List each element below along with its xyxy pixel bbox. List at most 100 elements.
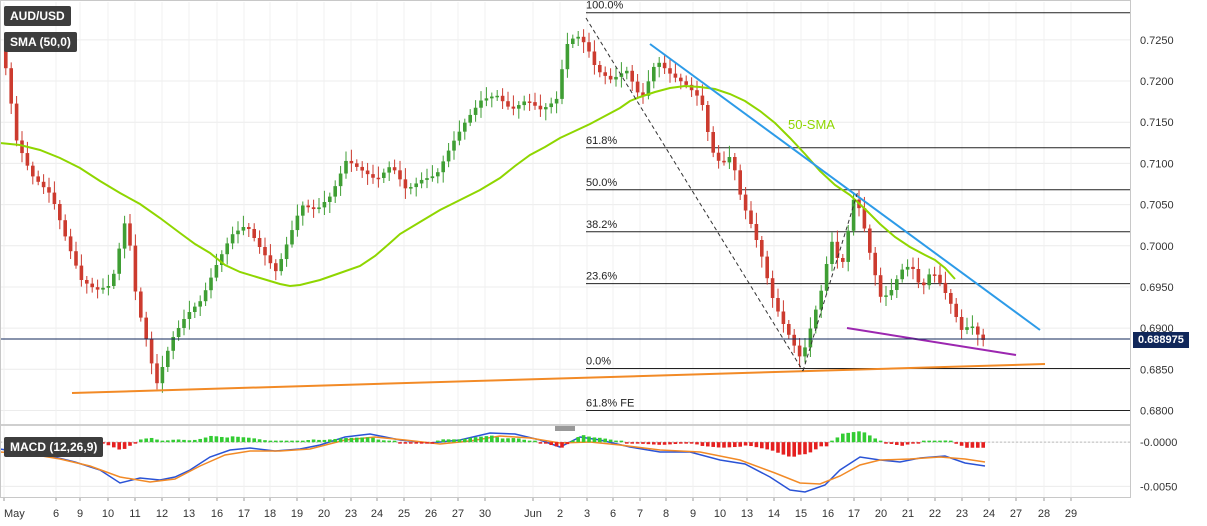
macd-histogram-bar (355, 437, 359, 443)
macd-histogram-bar (533, 440, 537, 443)
macd-histogram-bar (360, 437, 364, 443)
fib-level-label: 38.2% (586, 219, 617, 231)
macd-histogram-bar (878, 440, 883, 443)
x-tick-label: 24 (983, 508, 995, 520)
x-tick-label: 23 (956, 508, 968, 520)
candle (430, 165, 435, 182)
candle (279, 253, 283, 276)
macd-histogram-bar (500, 438, 505, 443)
fibonacci-levels: 100.0% 61.8% 50.0% 38.2% 23.6% 0.0% 61.8% FE (586, 0, 1130, 411)
macd-histogram-bar (684, 442, 688, 444)
candle (614, 67, 618, 87)
candle (587, 32, 591, 58)
macd-histogram-bar (976, 442, 980, 448)
candle (673, 62, 678, 83)
macd-histogram-bar (884, 442, 888, 444)
x-tick-label: 16 (211, 508, 223, 520)
candle (128, 214, 132, 251)
macd-histogram-bar (220, 436, 224, 443)
candle (576, 31, 580, 46)
candle (490, 92, 494, 108)
macd-histogram-bar (517, 438, 521, 443)
macd-histogram-bar (452, 439, 456, 443)
candle (452, 131, 456, 160)
macd-histogram-bar (668, 442, 672, 445)
candle (700, 84, 705, 111)
candle (20, 131, 24, 163)
panel-resize-handle[interactable] (555, 426, 575, 431)
macd-histogram-bar (376, 439, 381, 443)
macd-histogram-bar (619, 440, 624, 443)
candle (776, 288, 780, 317)
candle (398, 160, 402, 187)
macd-histogram-bar (592, 437, 597, 443)
candle (47, 177, 51, 203)
candle (959, 309, 964, 339)
x-tick-label: 24 (371, 508, 383, 520)
macd-histogram-bar (657, 442, 661, 445)
candle (333, 180, 337, 203)
macd-histogram-bar (193, 439, 197, 443)
macd-histogram-bar (463, 438, 467, 443)
candle (338, 165, 343, 196)
fib-level-label: 61.8% FE (586, 397, 634, 409)
candle (268, 244, 273, 269)
macd-histogram-bar (652, 442, 656, 445)
candle (52, 181, 57, 210)
macd-histogram-bar (182, 439, 186, 443)
candle (14, 96, 19, 147)
macd-histogram-bar (949, 440, 953, 443)
candle (344, 151, 348, 179)
macd-histogram-bar (382, 440, 386, 443)
candle (463, 118, 467, 140)
candle (31, 161, 35, 185)
candle (403, 168, 408, 199)
candle (770, 270, 775, 308)
support-trendline-orange (71, 363, 1046, 394)
macd-histogram-bar (117, 442, 121, 450)
macd-legend[interactable]: MACD (12,26,9) (4, 437, 104, 457)
macd-histogram-bar (230, 436, 235, 443)
x-tick-label: 7 (637, 508, 643, 520)
candle (166, 346, 170, 372)
macd-histogram-bar (803, 442, 807, 455)
macd-histogram-bar (576, 437, 580, 443)
macd-histogram-bar (511, 438, 516, 443)
candle (149, 331, 154, 375)
candle (873, 247, 877, 286)
macd-histogram-bar (209, 435, 213, 443)
overlays: 50-SMA (0, 17, 1130, 394)
candle (392, 159, 397, 175)
macd-histogram-bar (268, 440, 273, 443)
candle (878, 267, 883, 303)
sma-legend[interactable]: SMA (50,0) (4, 32, 77, 52)
macd-histogram-bar (506, 438, 510, 443)
macd-histogram-bar (349, 437, 354, 443)
macd-histogram-bar (754, 442, 759, 448)
candle (252, 223, 256, 242)
macd-histogram-bar (868, 435, 872, 443)
macd-histogram-bar (257, 439, 262, 443)
candle (571, 34, 575, 48)
candle (349, 149, 354, 172)
y-tick-label: 0.7000 (1140, 241, 1174, 253)
candle (155, 354, 159, 390)
x-axis: May 6 9 10 11 12 13 16 17 18 19 20 23 24 25 26 27 30 Jun 2 3… (3, 497, 1077, 520)
macd-histogram-bar (565, 442, 570, 445)
candle (554, 91, 559, 114)
candle (949, 289, 953, 314)
candle (711, 126, 715, 158)
x-tick-label: 3 (584, 508, 590, 520)
macd-histogram-bar (176, 439, 181, 443)
candle (371, 164, 375, 184)
macd-histogram-bar (787, 442, 791, 457)
candle (58, 200, 62, 230)
candle (171, 331, 175, 360)
candle (468, 109, 472, 127)
macd-histogram-bar (932, 440, 937, 443)
macd-histogram-bar (749, 442, 753, 447)
x-tick-label: May (4, 508, 25, 520)
symbol-legend[interactable]: AUD/USD (4, 6, 71, 26)
candle (225, 237, 229, 265)
macd-histogram-bar (160, 440, 165, 443)
